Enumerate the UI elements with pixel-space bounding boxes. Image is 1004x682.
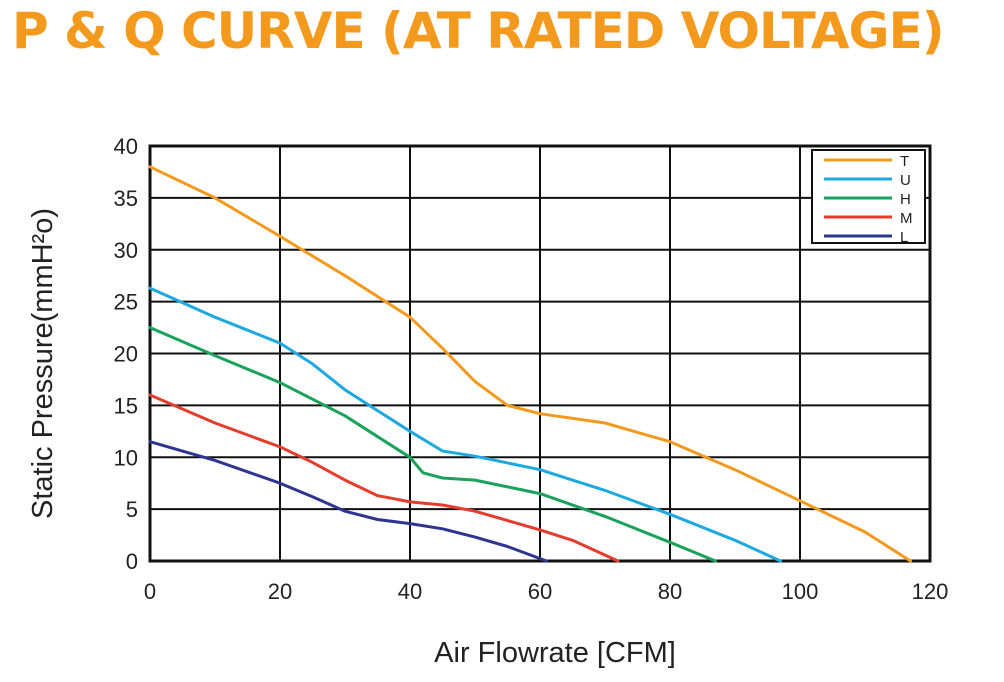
x-tick-label: 20	[268, 579, 292, 604]
x-tick-label: 60	[528, 579, 552, 604]
x-tick-label: 0	[144, 579, 156, 604]
y-tick-label: 35	[114, 186, 138, 211]
series-line-H	[148, 326, 717, 563]
y-tick-label: 25	[114, 290, 138, 315]
x-tick-label: 120	[912, 579, 949, 604]
grid	[148, 144, 932, 563]
legend-label: L	[900, 229, 908, 246]
page-title: P & Q CURVE (AT RATED VOLTAGE)	[12, 2, 945, 60]
y-tick-label: 5	[126, 497, 138, 522]
legend-label: U	[900, 172, 911, 189]
x-tick-label: 40	[398, 579, 422, 604]
y-axis-label: Static Pressure(mmH²o)	[27, 208, 59, 519]
x-tick-label: 100	[782, 579, 819, 604]
series-line-T	[148, 165, 912, 563]
y-tick-label: 15	[114, 393, 138, 418]
legend-label: T	[900, 153, 909, 170]
y-tick-label: 10	[114, 445, 138, 470]
legend-label: H	[900, 191, 911, 208]
x-axis-label: Air Flowrate [CFM]	[434, 637, 676, 669]
series-line-L	[148, 440, 548, 563]
series-line-M	[148, 393, 620, 563]
y-tick-label: 30	[114, 238, 138, 263]
y-tick-label: 20	[114, 342, 138, 367]
series-line-U	[148, 286, 782, 563]
series-lines	[148, 165, 912, 563]
y-tick-label: 0	[126, 549, 138, 574]
legend-label: M	[900, 210, 913, 227]
y-tick-label: 40	[114, 134, 138, 159]
tick-labels: 0 20 40 60 80 100 120 0 5 10 15 20 25 30 35 40	[114, 134, 949, 604]
x-tick-label: 80	[658, 579, 682, 604]
plot-frame	[148, 144, 932, 563]
